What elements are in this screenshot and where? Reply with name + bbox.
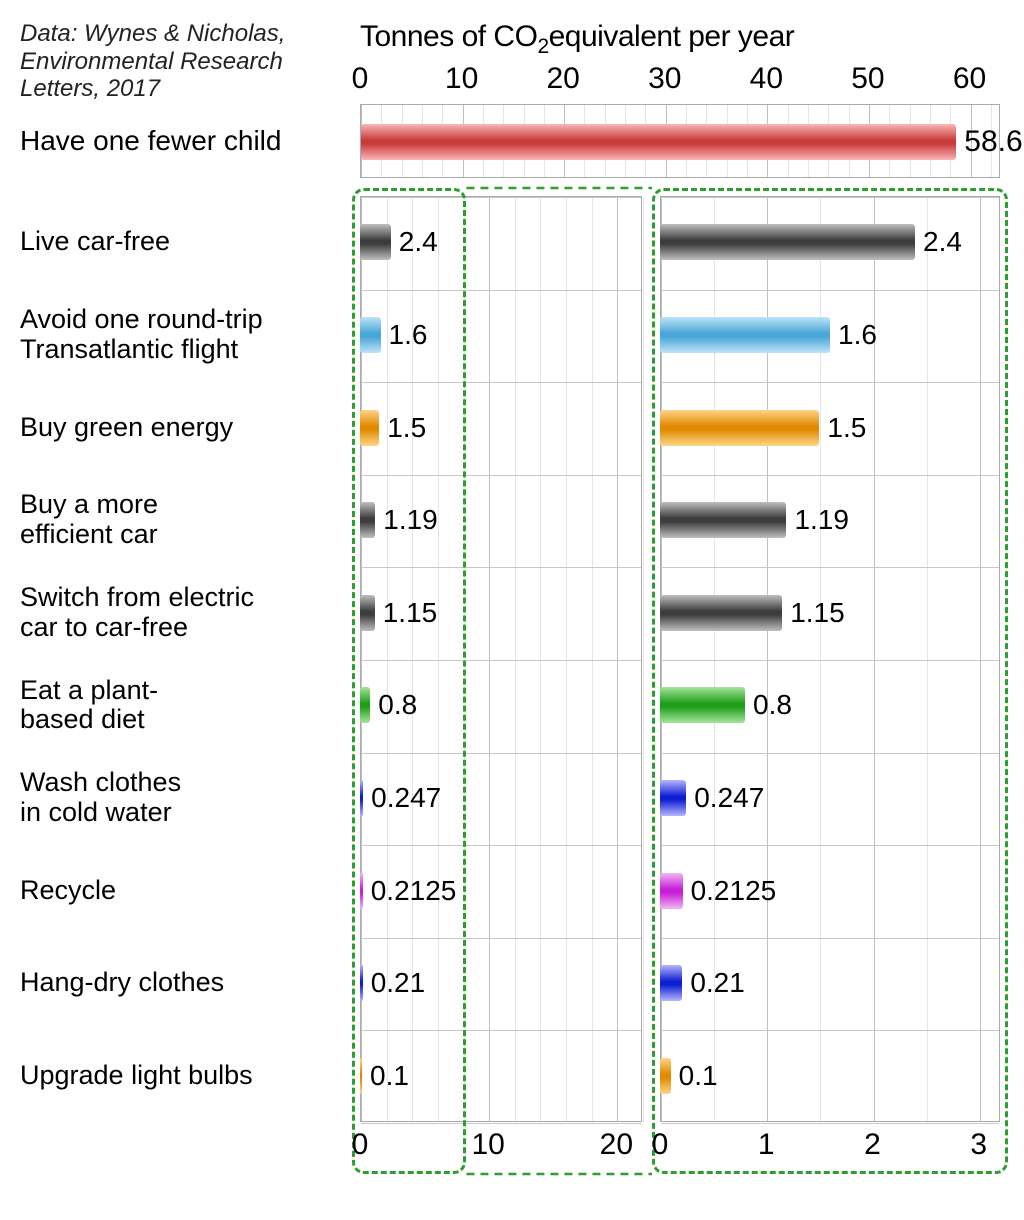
bar-left: [360, 780, 363, 816]
bar-right: [660, 224, 915, 260]
bar-value-right: 2.4: [923, 226, 962, 258]
bar-left: [360, 317, 381, 353]
bar-value-left: 0.2125: [371, 875, 457, 907]
bar-top: [361, 124, 956, 160]
row-label: Buy a more efficient car: [20, 474, 350, 567]
bar-right: [660, 595, 782, 631]
bar-right: [660, 965, 682, 1001]
bar-value-left: 1.15: [383, 597, 438, 629]
axis-tick: 60: [953, 62, 986, 96]
axis-tick: 0: [352, 62, 369, 96]
top-axis: 0102030405060: [360, 62, 1000, 102]
row-label: Switch from electric car to car-free: [20, 566, 350, 659]
bar-value-right: 0.247: [694, 782, 764, 814]
bar-left: [360, 965, 363, 1001]
axis-tick: 50: [851, 62, 884, 96]
bar-right: [660, 317, 830, 353]
bar-left: [360, 502, 375, 538]
bar-value-left: 2.4: [399, 226, 438, 258]
row-label: Recycle: [20, 844, 350, 937]
bar-value-right: 1.5: [827, 412, 866, 444]
bar-value-right: 0.21: [690, 967, 745, 999]
bar-right: [660, 410, 819, 446]
axis-tick: 40: [750, 62, 783, 96]
bar-value-right: 0.8: [753, 689, 792, 721]
bar-value-right: 1.15: [790, 597, 845, 629]
axis-tick: 20: [600, 1128, 633, 1162]
row-label: Eat a plant- based diet: [20, 659, 350, 752]
row-label-top: Have one fewer child: [20, 125, 350, 157]
bar-left: [360, 1058, 362, 1094]
axis-tick: 20: [546, 62, 579, 96]
row-label: Hang-dry clothes: [20, 937, 350, 1030]
bar-value-left: 1.19: [383, 504, 438, 536]
bar-left: [360, 410, 379, 446]
row-label: Upgrade light bulbs: [20, 1029, 350, 1122]
row-label: Live car-free: [20, 196, 350, 289]
data-source: Data: Wynes & Nicholas, Environmental Re…: [20, 20, 340, 103]
bar-value-left: 0.247: [371, 782, 441, 814]
axis-tick: 3: [970, 1128, 987, 1162]
bar-value-right: 0.2125: [691, 875, 777, 907]
row-label: Avoid one round-trip Transatlantic fligh…: [20, 289, 350, 382]
bar-value-left: 1.5: [387, 412, 426, 444]
bottom-axis-right: 0123: [660, 1124, 1000, 1164]
bar-left: [360, 687, 370, 723]
bar-left: [360, 595, 375, 631]
plot-top: 58.6: [360, 104, 1000, 178]
bar-right: [660, 1058, 671, 1094]
bar-left: [360, 873, 363, 909]
axis-tick: 10: [471, 1128, 504, 1162]
bottom-axis-left: 01020: [360, 1124, 642, 1164]
bar-left: [360, 224, 391, 260]
bar-right: [660, 873, 683, 909]
bar-right: [660, 502, 786, 538]
bar-value: 58.6: [964, 125, 1022, 159]
bar-value-right: 0.1: [679, 1060, 718, 1092]
axis-tick: 2: [864, 1128, 881, 1162]
axis-tick: 0: [352, 1128, 369, 1162]
axis-tick: 0: [652, 1128, 669, 1162]
bar-right: [660, 687, 745, 723]
bar-value-left: 1.6: [389, 319, 428, 351]
bar-value-left: 0.21: [371, 967, 426, 999]
row-label: Wash clothes in cold water: [20, 752, 350, 845]
axis-tick: 30: [648, 62, 681, 96]
bar-value-left: 0.8: [378, 689, 417, 721]
axis-tick: 10: [445, 62, 478, 96]
row-label: Buy green energy: [20, 381, 350, 474]
axis-tick: 1: [758, 1128, 775, 1162]
bar-value-left: 0.1: [370, 1060, 409, 1092]
chart-title: Tonnes of CO2equivalent per year: [360, 20, 794, 59]
bar-right: [660, 780, 686, 816]
bar-value-right: 1.6: [838, 319, 877, 351]
bar-value-right: 1.19: [794, 504, 849, 536]
